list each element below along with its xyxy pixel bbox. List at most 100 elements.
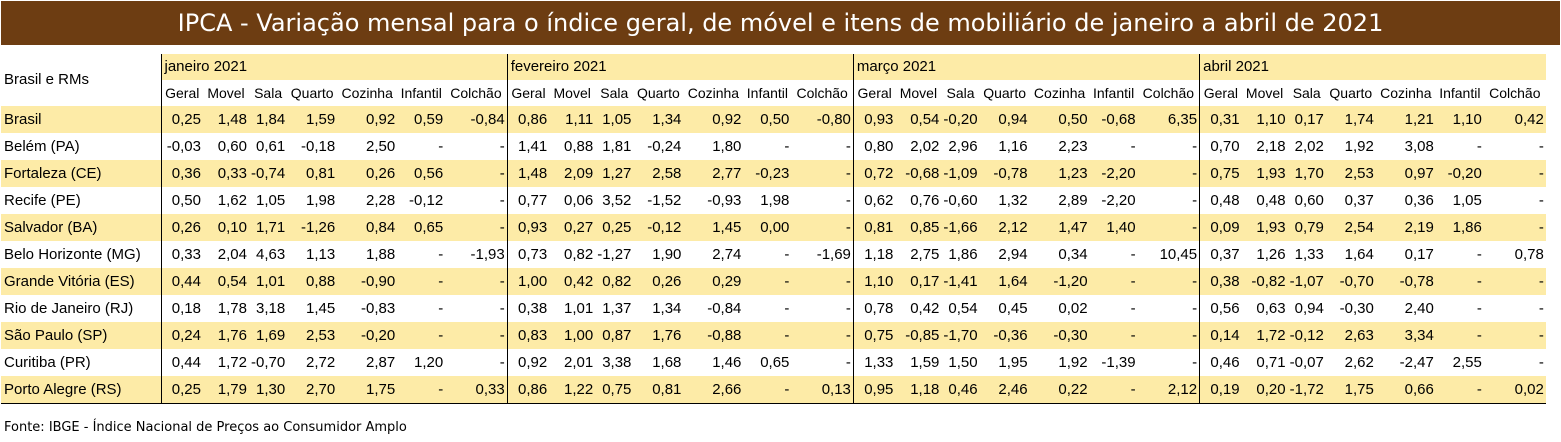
value-cell: - <box>445 322 508 349</box>
value-cell: 2,70 <box>287 376 338 404</box>
value-cell: 1,27 <box>595 160 634 187</box>
value-cell: 3,52 <box>602 192 632 209</box>
value-cell: - <box>438 300 444 317</box>
value-cell: 1,79 <box>203 376 249 404</box>
value-cell: 1,11 <box>549 106 596 133</box>
value-cell: 2,62 <box>1344 354 1374 371</box>
value-cell: 1,05 <box>1452 192 1482 209</box>
value-cell: 1,64 <box>979 268 1030 295</box>
region-name: Brasil <box>1 106 161 133</box>
region-name: Belo Horizonte (MG) <box>4 246 141 263</box>
value-cell: -1,69 <box>816 246 851 263</box>
value-cell: 1,16 <box>998 138 1028 155</box>
value-cell: 2,66 <box>683 376 744 404</box>
column-header: Colchão <box>796 85 848 101</box>
value-cell: 0,73 <box>506 241 550 268</box>
column-header: Infantil <box>1439 85 1481 101</box>
value-cell: - <box>1538 354 1544 371</box>
value-cell: 1,81 <box>602 138 632 155</box>
value-cell: 1,00 <box>549 322 596 349</box>
value-cell: 0,94 <box>1294 300 1324 317</box>
value-cell: 4,63 <box>256 246 286 263</box>
value-cell: 2,12 <box>1137 376 1200 404</box>
value-cell: 2,18 <box>1256 138 1286 155</box>
value-cell: 2,50 <box>366 138 396 155</box>
value-cell: - <box>397 268 446 295</box>
value-cell: 0,65 <box>397 214 446 241</box>
value-cell: - <box>1089 322 1138 349</box>
value-cell: 0,56 <box>397 160 446 187</box>
table-row: Belém (PA) -0,03 0,60 0,61 -0,18 2,50- -1,41 0,… <box>1 133 1546 160</box>
table-row: Belo Horizonte (MG) 0,33 2,04 4,63 1,13 1,88 -… <box>1 241 1546 268</box>
region-name: São Paulo (SP) <box>1 322 161 349</box>
value-cell: - <box>1435 268 1484 295</box>
value-cell: -0,60 <box>943 192 978 209</box>
value-cell: -0,20 <box>941 106 980 133</box>
value-cell: 2,12 <box>979 214 1030 241</box>
value-cell: 1,75 <box>1325 376 1376 404</box>
value-cell: 0,29 <box>683 268 744 295</box>
value-cell: 0,44 <box>160 268 203 295</box>
value-cell: 1,50 <box>948 354 978 371</box>
value-cell: 0,66 <box>1375 376 1436 404</box>
value-cell: - <box>1130 300 1136 317</box>
value-cell: 0,56 <box>1199 295 1242 322</box>
value-cell: - <box>845 192 851 209</box>
table-title: IPCA - Variação mensal para o índice ger… <box>1 1 1560 45</box>
value-cell: -0,84 <box>445 106 508 133</box>
value-cell: -0,74 <box>249 160 288 187</box>
value-cell: 0,48 <box>1256 192 1286 209</box>
column-header: Colchão <box>1489 85 1541 101</box>
value-cell: 0,61 <box>256 138 286 155</box>
value-cell: 0,46 <box>941 376 980 404</box>
value-cell: - <box>784 246 790 263</box>
value-cell: - <box>1538 138 1544 155</box>
source-footnote: Fonte: IBGE - Índice Nacional de Preços … <box>4 420 407 435</box>
value-cell: 1,47 <box>1029 214 1090 241</box>
value-cell: - <box>743 376 792 404</box>
value-cell: - <box>1192 192 1198 209</box>
value-cell: -0,12 <box>1287 322 1326 349</box>
value-cell: 0,75 <box>595 376 634 404</box>
row-header-label: Brasil e RMs <box>4 71 90 88</box>
value-cell: 0,31 <box>1199 106 1242 133</box>
month-header: janeiro 2021 <box>160 54 508 80</box>
column-header: Sala <box>254 85 283 101</box>
value-cell: -1,26 <box>287 214 338 241</box>
value-cell: - <box>445 214 508 241</box>
value-cell: - <box>791 322 854 349</box>
value-cell: 0,92 <box>337 106 398 133</box>
value-cell: - <box>845 354 851 371</box>
value-cell: 0,59 <box>397 106 446 133</box>
value-cell: -0,30 <box>1029 322 1090 349</box>
value-cell: 0,81 <box>287 160 338 187</box>
column-header: Quarto <box>637 85 680 101</box>
column-header: Geral <box>506 80 550 106</box>
column-header: Cozinha <box>1033 85 1086 101</box>
value-cell: 0,20 <box>1241 376 1288 404</box>
value-cell: 2,19 <box>1375 214 1436 241</box>
value-cell: 0,86 <box>506 106 550 133</box>
value-cell: 1,21 <box>1375 106 1436 133</box>
value-cell: -1,07 <box>1287 268 1326 295</box>
value-cell: 1,32 <box>998 192 1028 209</box>
value-cell: 0,26 <box>337 160 398 187</box>
value-cell: 2,89 <box>1058 192 1088 209</box>
column-header: Infantil <box>400 85 442 101</box>
value-cell: - <box>1476 246 1482 263</box>
value-cell: 0,92 <box>506 349 550 376</box>
column-header: Colchão <box>1142 85 1195 101</box>
value-cell: 0,79 <box>1287 214 1326 241</box>
value-cell: 0,45 <box>998 300 1028 317</box>
value-cell: 3,38 <box>602 354 632 371</box>
value-cell: 2,02 <box>1294 138 1324 155</box>
value-cell: 1,01 <box>564 300 594 317</box>
value-cell: 2,09 <box>549 160 596 187</box>
value-cell: 1,40 <box>1089 214 1138 241</box>
value-cell: - <box>438 138 444 155</box>
value-cell: 0,83 <box>506 322 550 349</box>
value-cell: -1,41 <box>941 268 980 295</box>
value-cell: 0,33 <box>160 241 203 268</box>
value-cell: 1,98 <box>306 192 336 209</box>
value-cell: 1,75 <box>337 376 398 404</box>
